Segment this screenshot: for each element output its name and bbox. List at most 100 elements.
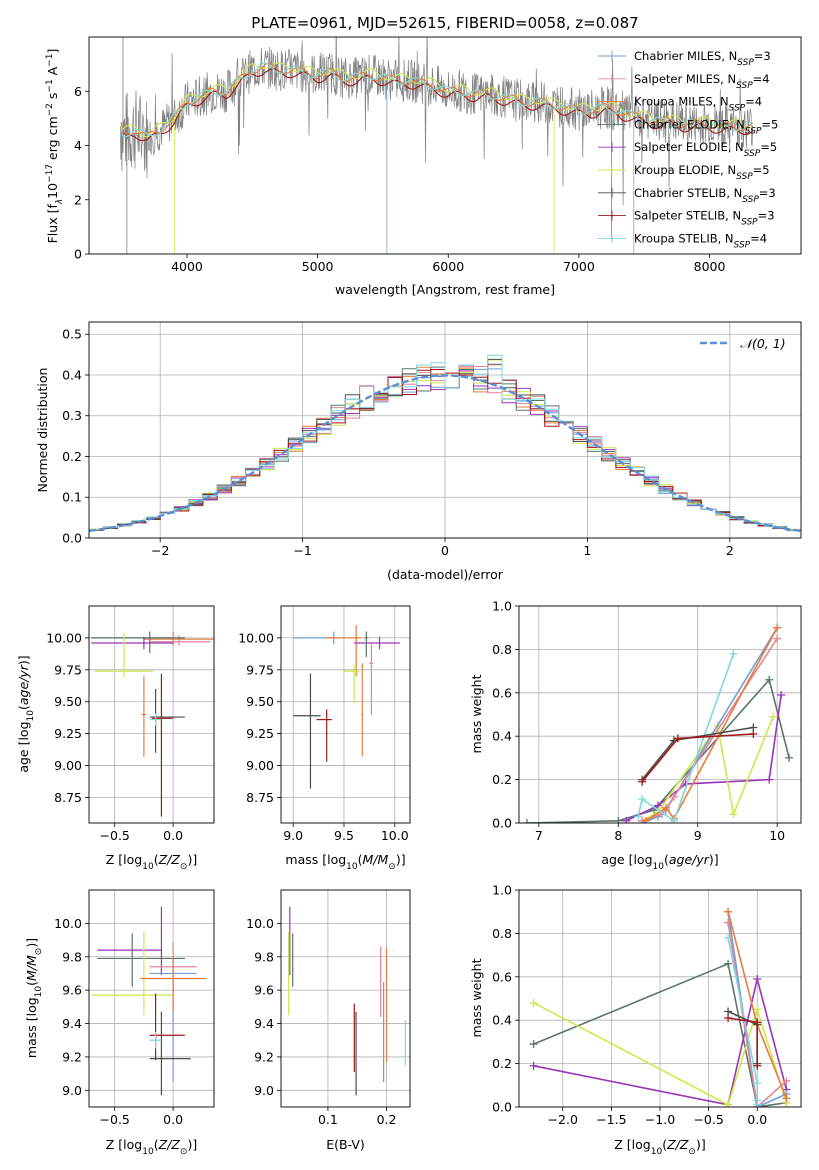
data-point-salpeter_stelib	[753, 1061, 762, 1070]
x-tick-label: 7	[535, 828, 543, 843]
x-tick-label: 9.0	[283, 828, 303, 843]
x-tick-label: 4000	[171, 259, 203, 274]
label-part: Kroupa MILES, N	[634, 95, 729, 109]
x-tick-label: 0	[441, 543, 449, 558]
series-line-chabrier_miles	[641, 627, 778, 823]
label-part: )]	[187, 852, 197, 867]
x-axis-label: (data-model)/error	[387, 567, 504, 582]
y-tick-label: 0.5	[62, 327, 82, 342]
label-part: =3	[759, 186, 776, 200]
x-axis-label: Z [log10(Z/Z⊙)]	[614, 1137, 705, 1157]
x-tick-label: 0.0	[163, 1112, 183, 1127]
y-tick-label: 0.4	[492, 729, 512, 744]
label-part: 10	[45, 183, 60, 199]
label-part: Salpeter ELODIE, N	[634, 140, 744, 154]
axes-massweight_vs_age: 7 8 9 10 0.0 0.2 0.4 0.6 0.8 1.0	[492, 599, 802, 843]
y-tick-label: 0	[74, 247, 82, 262]
legend-entry: Chabrier MILES, NSSP=3	[634, 49, 771, 68]
axes-frame	[518, 605, 802, 824]
label-part: λ	[55, 199, 65, 205]
legend-entry-normal: 𝒩(0, 1)	[740, 336, 786, 351]
data-point-salpeter_miles	[669, 792, 678, 801]
data-point-salpeter_stelib	[673, 734, 682, 743]
y-tick-label: 0.4	[492, 1013, 512, 1028]
label-part: ⊙	[688, 1147, 696, 1157]
y-tick-label: 0.6	[492, 969, 512, 984]
data-point-salpeter_elodie	[753, 974, 762, 983]
plot-area-spectrum	[120, 37, 754, 254]
label-part: )]	[187, 1137, 197, 1152]
model-fit-line-salpeter_stelib	[120, 68, 754, 142]
axes-residual_hist: −2 −1 0 1 2 0.0 0.1 0.2 0.3 0.4 0.5	[62, 321, 802, 558]
label-part: )]	[709, 852, 719, 867]
data-point-kroupa_elodie	[769, 712, 778, 721]
x-axis-label: wavelength [Angstrom, rest frame]	[335, 282, 555, 297]
data-point-kroupa_stelib	[638, 795, 647, 804]
y-tick-label: 9.75	[246, 662, 274, 677]
label-part: 10	[653, 862, 665, 872]
label-part: Salpeter MILES, N	[634, 72, 736, 86]
y-tick-label: 9.6	[254, 983, 274, 998]
label-part: Flux [f	[45, 204, 60, 244]
data-point-kroupa_miles	[642, 816, 651, 823]
axes-frame	[88, 889, 215, 1108]
label-part: ⊙	[180, 862, 188, 872]
x-tick-label: 8000	[694, 259, 726, 274]
series-line-chabrier_elodie	[533, 962, 787, 1107]
label-part: age [log	[601, 852, 652, 867]
label-part: SSP	[734, 240, 751, 250]
plot-area-age_vs_Z	[91, 631, 214, 817]
x-axis-label: E(B-V)	[326, 1137, 365, 1152]
plot-area-massweight_vs_age	[522, 623, 794, 823]
label-part: 10	[346, 862, 358, 872]
label-part: =3	[754, 49, 771, 63]
x-axis-label: Z [log10(Z/Z⊙)]	[106, 1137, 197, 1157]
y-tick-label: 8.75	[246, 790, 274, 805]
label-part: =5	[761, 117, 778, 131]
label-part: =3	[758, 209, 775, 223]
data-point-kroupa_elodie	[529, 998, 538, 1007]
data-point-salpeter_stelib	[749, 730, 758, 739]
label-part: )]	[16, 655, 31, 665]
y-tick-label: 9.0	[254, 1083, 274, 1098]
label-part: =5	[753, 163, 770, 177]
y-tick-label: 0.0	[492, 1100, 512, 1115]
label-part: A	[45, 66, 60, 79]
x-tick-label: 10.0	[381, 828, 409, 843]
legend-entry: Salpeter ELODIE, NSSP=5	[634, 140, 777, 159]
y-tick-label: 10.00	[238, 630, 274, 645]
label-part: (	[662, 1137, 667, 1152]
label-part: age/yr	[16, 664, 31, 705]
label-part: SSP	[736, 172, 753, 182]
label-part: =5	[760, 140, 777, 154]
y-tick-label: 0.6	[492, 685, 512, 700]
label-part: age [log	[16, 721, 31, 772]
x-tick-label: 10	[769, 828, 785, 843]
series-line-chabrier_elodie	[526, 678, 790, 823]
label-part: (	[24, 981, 39, 986]
label-part: Salpeter STELIB, N	[634, 209, 741, 223]
label-part: Z [log	[106, 852, 142, 867]
model-fit-line-kroupa_elodie	[120, 62, 753, 138]
label-part: 10	[651, 1147, 663, 1157]
data-point-salpeter_elodie	[622, 816, 631, 823]
y-tick-label: 0.8	[492, 926, 512, 941]
y-tick-label: 0.0	[62, 531, 82, 546]
data-point-kroupa_miles	[773, 623, 782, 632]
label-part: Kroupa STELIB, N	[634, 231, 734, 245]
label-part: SSP	[741, 218, 758, 228]
x-axis-label: mass [log10(M/M⊙)]	[285, 852, 405, 872]
x-axis-label: Z [log10(Z/Z⊙)]	[106, 852, 197, 872]
y-tick-label: 9.50	[54, 694, 82, 709]
chart-title: PLATE=0961, MJD=52615, FIBERID=0058, z=0…	[251, 14, 638, 32]
label-part: SSP	[745, 126, 762, 136]
y-tick-label: 0.2	[492, 1056, 512, 1071]
data-point-chabrier_elodie	[529, 1040, 538, 1049]
y-tick-label: 9.50	[246, 694, 274, 709]
axes-mass_vs_Z: −0.5 0.0 9.0 9.2 9.4 9.6 9.8 10.0	[54, 889, 215, 1127]
label-part: ⊙	[388, 862, 396, 872]
data-point-chabrier_elodie	[765, 675, 774, 684]
series-line-chabrier_miles	[727, 911, 787, 1107]
y-tick-label: 9.4	[254, 1016, 274, 1031]
data-point-salpeter_stelib	[753, 1018, 762, 1027]
